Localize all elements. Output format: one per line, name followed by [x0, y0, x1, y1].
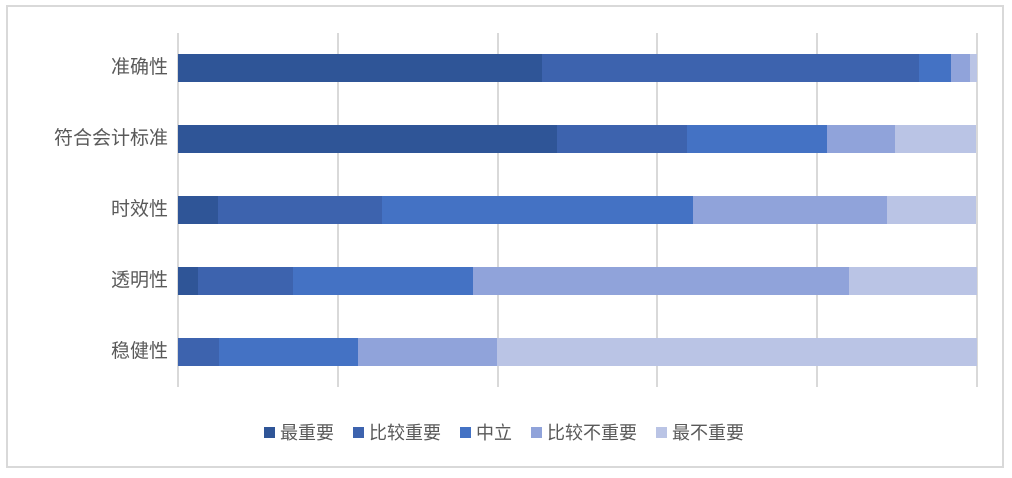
category-label: 时效性 — [110, 199, 168, 220]
category-label: 符合会计标准 — [53, 128, 168, 150]
legend-swatch-icon — [656, 426, 667, 438]
bar-row — [178, 337, 977, 366]
bar-segment — [541, 54, 920, 83]
bar-segment — [556, 125, 687, 154]
bar-row — [178, 54, 977, 83]
bar-segment — [178, 196, 218, 224]
bar-segment — [693, 196, 888, 224]
bar-segment — [895, 125, 977, 154]
bar-segment — [472, 266, 850, 295]
chart-legend: 最重要 比较重要 中立 比较不重要 最不重要 — [6, 418, 1002, 446]
bar-segment — [357, 337, 497, 366]
legend-swatch-icon — [353, 426, 364, 438]
legend-label: 比较不重要 — [547, 423, 637, 443]
bar-row — [178, 125, 977, 154]
bar-segment — [381, 196, 694, 224]
bar-segment — [218, 337, 358, 366]
bar-row — [178, 266, 977, 295]
legend-item: 最重要 — [264, 419, 334, 445]
legend-item: 最不重要 — [656, 419, 744, 445]
bar-segment — [217, 196, 382, 224]
bar-segment — [178, 266, 198, 295]
bar-segment — [496, 337, 977, 366]
legend-swatch-icon — [264, 426, 275, 438]
vertical-gridline — [976, 33, 978, 387]
legend-label: 最不重要 — [672, 423, 744, 443]
bar-segment — [887, 196, 977, 224]
bar-segment — [950, 54, 970, 83]
legend-item: 比较重要 — [353, 419, 441, 445]
bar-segment — [178, 125, 557, 154]
legend-label: 中立 — [476, 423, 512, 443]
bar-segment — [969, 54, 977, 83]
bar-segment — [849, 266, 977, 295]
bar-segment — [197, 266, 294, 295]
category-label: 稳健性 — [110, 340, 168, 362]
bar-segment — [826, 125, 896, 154]
legend-item: 比较不重要 — [531, 419, 637, 445]
bar-segment — [178, 337, 219, 366]
category-label: 透明性 — [110, 269, 168, 291]
bar-segment — [293, 266, 473, 295]
bar-segment — [686, 125, 827, 154]
legend-item: 中立 — [460, 419, 512, 445]
legend-label: 比较重要 — [369, 423, 441, 443]
legend-swatch-icon — [531, 426, 542, 438]
category-label: 准确性 — [110, 57, 168, 79]
legend-label: 最重要 — [280, 423, 334, 443]
bar-segment — [178, 54, 542, 83]
legend-swatch-icon — [460, 426, 471, 438]
bar-segment — [919, 54, 951, 83]
bar-row — [178, 196, 977, 224]
